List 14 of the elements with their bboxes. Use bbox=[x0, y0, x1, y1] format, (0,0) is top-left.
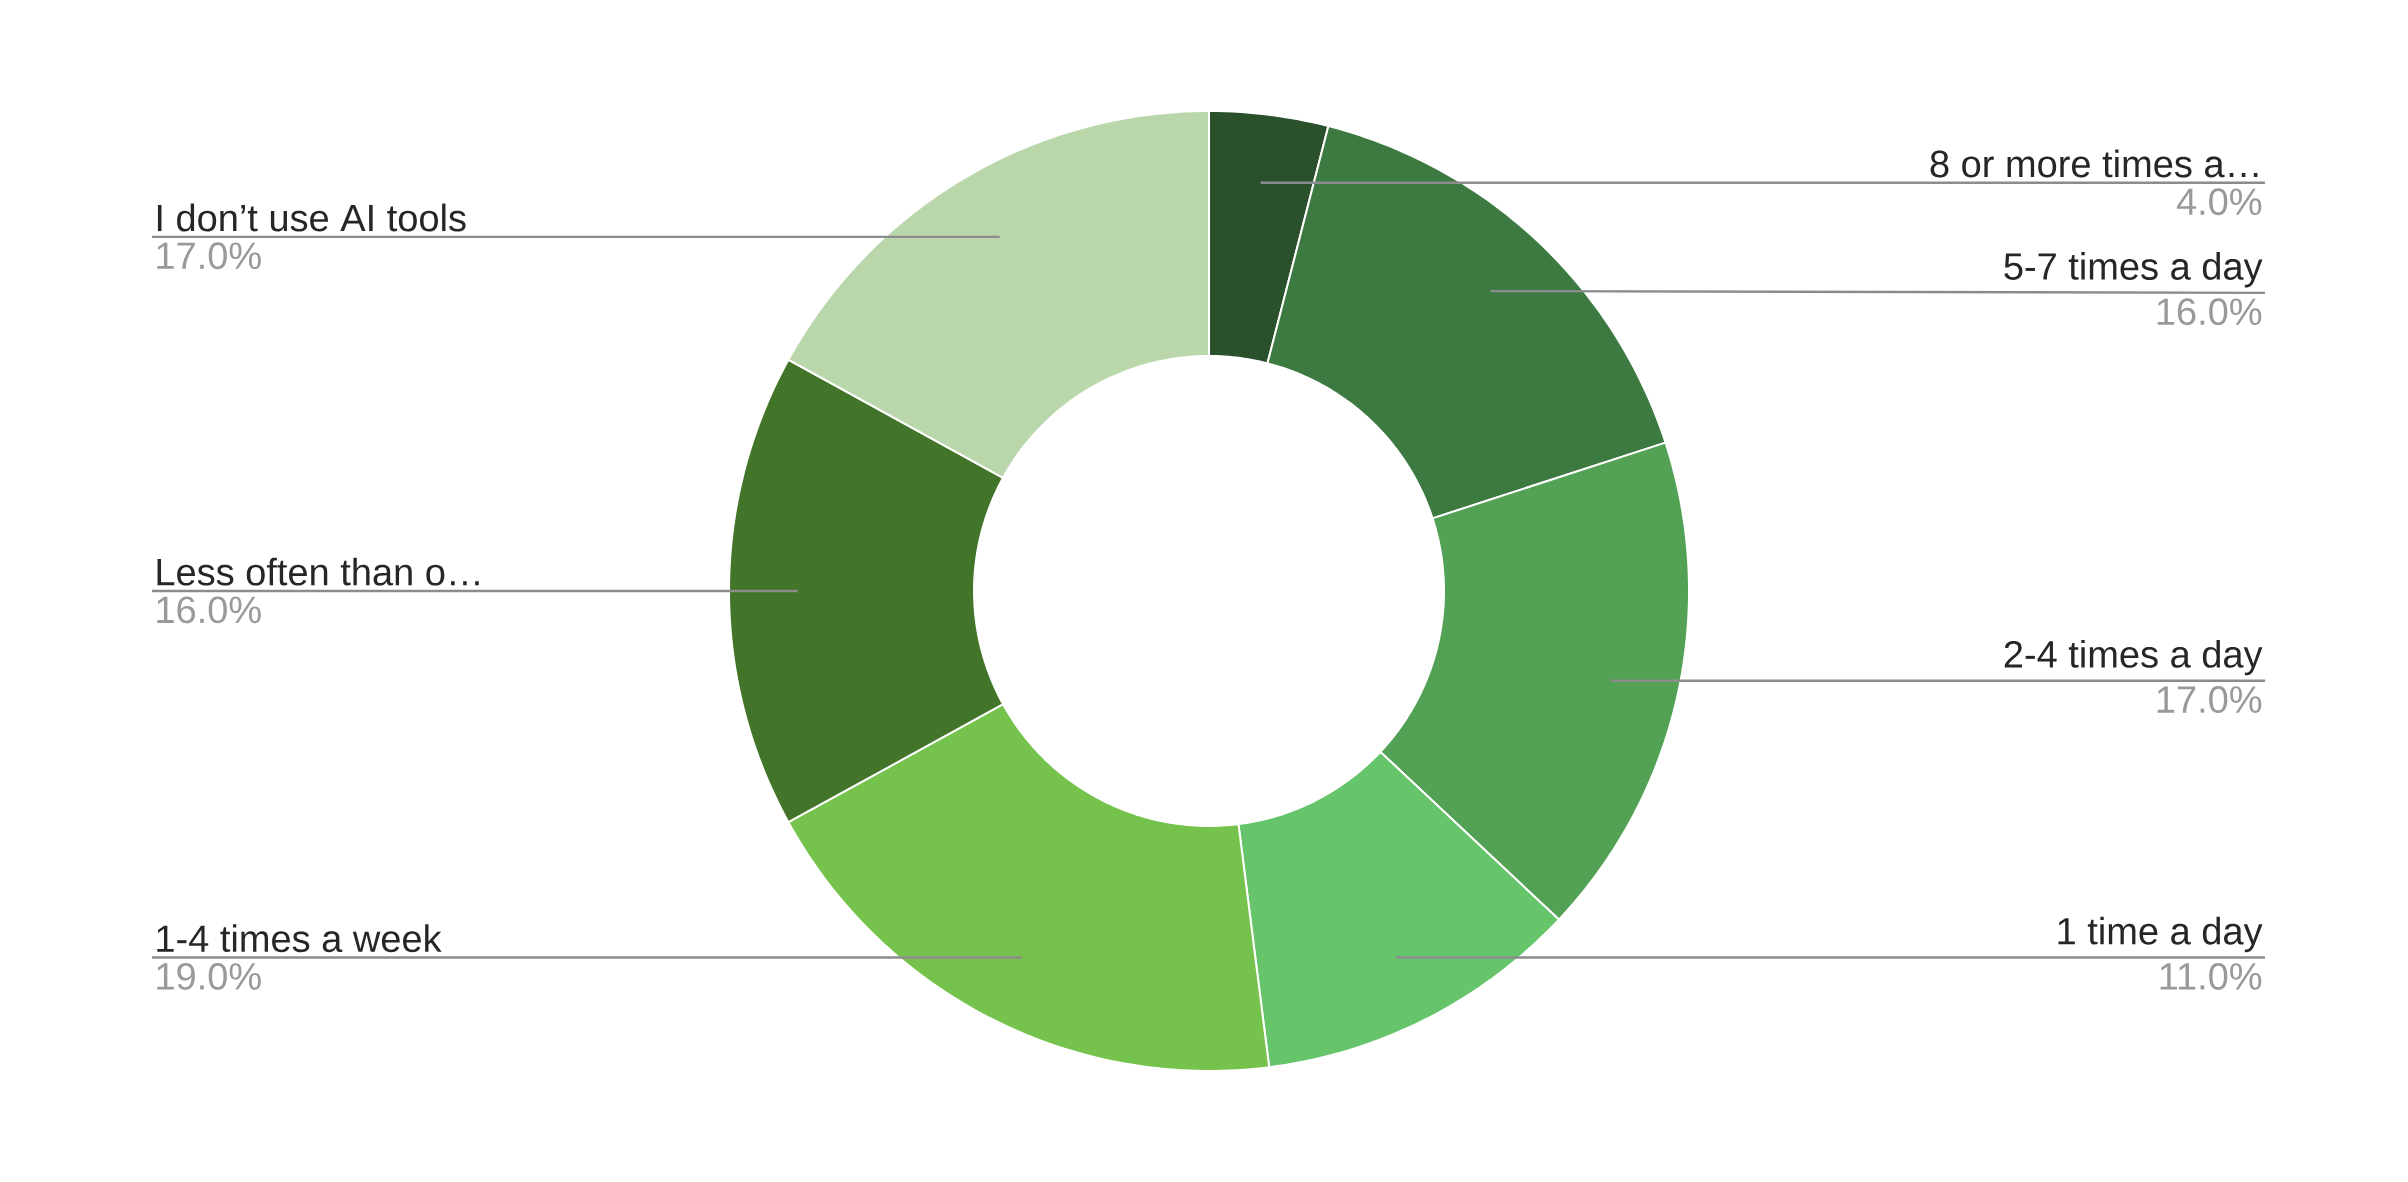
data-label: 19.0% bbox=[157, 962, 261, 990]
slice-label: 1-4 times a week bbox=[157, 924, 442, 953]
data-label: 16.0% bbox=[157, 596, 261, 624]
slice-label: Less often than o… bbox=[157, 557, 479, 586]
data-label: 17.0% bbox=[157, 242, 261, 270]
data-label: 17.0% bbox=[2157, 686, 2262, 714]
data-label: 16.0% bbox=[2157, 298, 2262, 326]
slice-label: 2-4 times a day bbox=[2004, 639, 2263, 676]
data-label: 4.0% bbox=[2176, 188, 2262, 216]
slice-label: 8 or more times a… bbox=[1930, 149, 2258, 178]
slice-label: 1 time a day bbox=[2058, 916, 2263, 953]
slice-label: 5-7 times a day bbox=[2004, 252, 2263, 288]
slice-label: I don’t use AI tools bbox=[157, 203, 466, 232]
data-label: 11.0% bbox=[2160, 962, 2262, 990]
